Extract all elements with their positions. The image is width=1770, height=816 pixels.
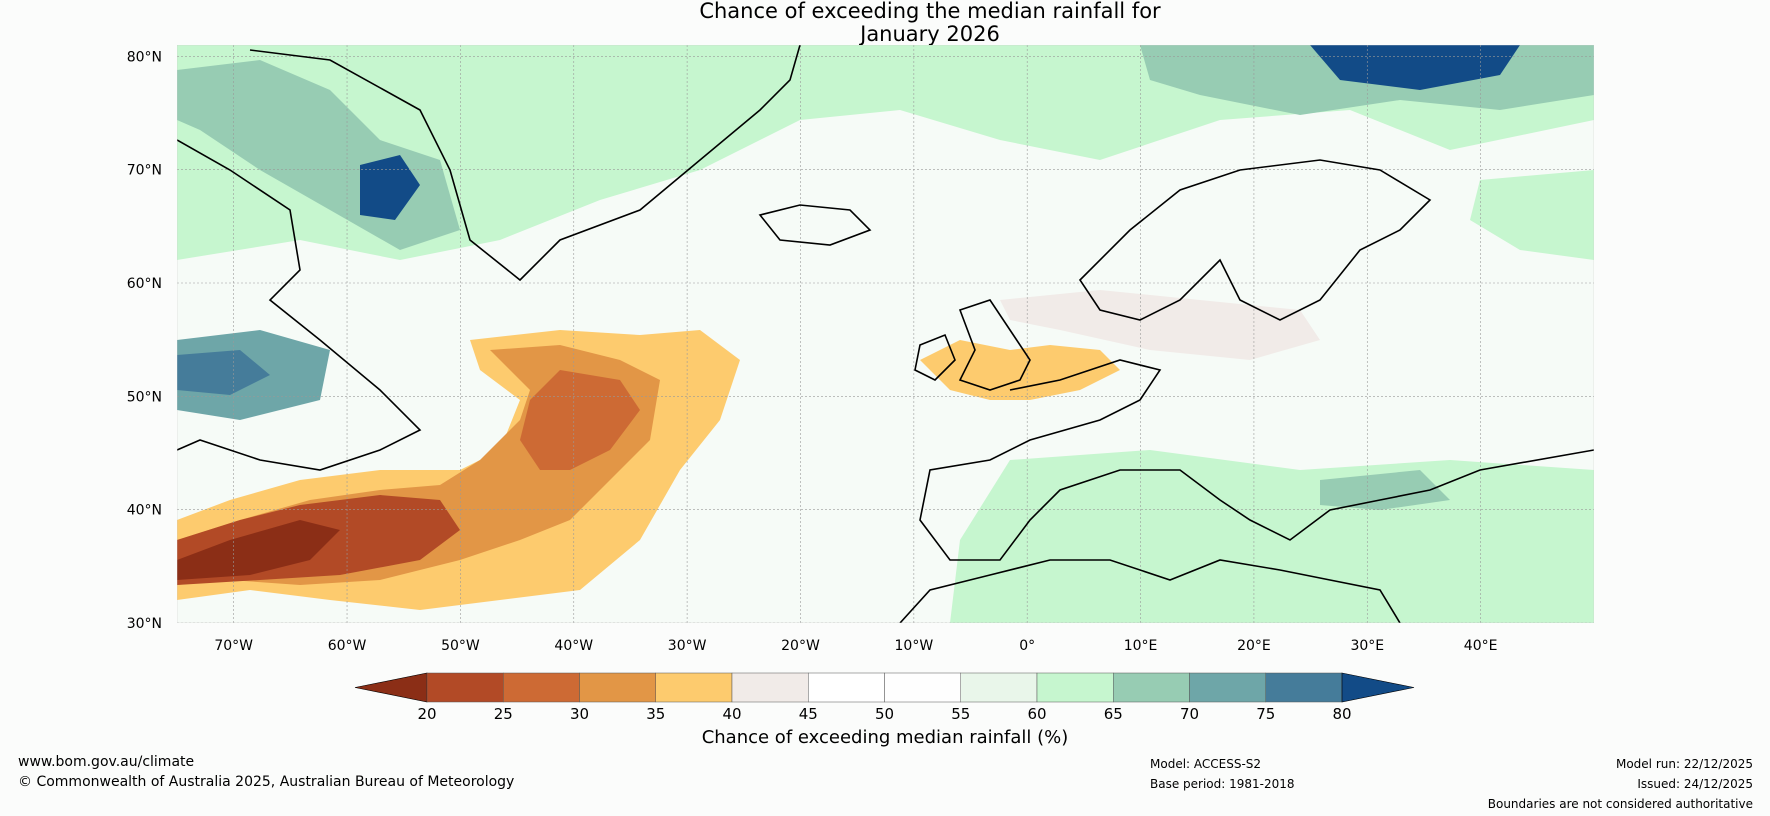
latitude-label: 80°N — [127, 49, 162, 65]
colorbar-segment — [426, 672, 504, 703]
colorbar-extend-low — [354, 672, 428, 703]
colorbar-segment — [808, 672, 885, 703]
rainfall-extreme-baffin — [360, 155, 420, 220]
colorbar-label: Chance of exceeding median rainfall (%) — [701, 727, 1069, 748]
rainfall-high-europe-east — [1470, 170, 1594, 260]
colorbar-tick-label: 55 — [951, 705, 970, 723]
colorbar-segment — [1036, 672, 1114, 703]
longitude-label: 40°E — [1464, 638, 1498, 654]
latitude-label: 50°N — [127, 389, 162, 405]
colorbar-segment — [884, 672, 961, 703]
colorbar-segment — [655, 672, 733, 703]
graticule — [177, 45, 1594, 623]
colorbar-tick-label: 70 — [1180, 705, 1199, 723]
footer-issued: Issued: 24/12/2025 — [1637, 777, 1753, 791]
footer-model: Model: ACCESS-S2 — [1150, 757, 1262, 771]
uk-coast — [958, 299, 1031, 391]
chart-title: Chance of exceeding the median rainfall … — [0, 0, 1770, 46]
longitude-labels: 70°W 60°W 50°W 40°W 30°W 20°W 10°W 0° 10°E 20°E 30… — [214, 638, 1497, 654]
ireland-coast — [914, 333, 956, 381]
colorbar-segment — [1265, 672, 1343, 703]
colorbar-segment — [960, 672, 1038, 703]
rainfall-low-uk-north-sea — [920, 340, 1120, 400]
scandinavia-coast — [1078, 159, 1432, 321]
footer-base-period: Base period: 1981-2018 — [1150, 777, 1295, 791]
colorbar-ticks: 20 25 30 35 40 45 50 55 60 65 70 75 80 — [417, 705, 1351, 723]
colorbar-tick-label: 25 — [494, 705, 513, 723]
footer-website: www.bom.gov.au/climate — [18, 754, 195, 770]
colorbar-tick-label: 50 — [875, 705, 894, 723]
longitude-label: 0° — [1019, 638, 1035, 654]
colorbar-tick-label: 20 — [417, 705, 436, 723]
footer-disclaimer: Boundaries are not considered authoritat… — [1487, 797, 1753, 811]
footer-model-run: Model run: 22/12/2025 — [1615, 757, 1753, 771]
latitude-label: 70°N — [127, 163, 162, 179]
latitude-labels: 80°N 70°N 60°N 50°N 40°N 30°N — [127, 49, 162, 632]
longitude-label: 30°W — [668, 638, 707, 654]
longitude-label: 30°E — [1350, 638, 1384, 654]
colorbar-tick-label: 80 — [1332, 705, 1351, 723]
longitude-label: 70°W — [214, 638, 253, 654]
rainfall-high-mediterranean-core — [1320, 470, 1450, 510]
longitude-label: 60°W — [328, 638, 367, 654]
colorbar-segment — [503, 672, 580, 703]
africa-coast — [899, 559, 1401, 623]
greenland-coast — [249, 45, 801, 282]
latitude-label: 40°N — [127, 503, 162, 519]
longitude-label: 20°E — [1237, 638, 1271, 654]
colorbar-tick-label: 75 — [1256, 705, 1275, 723]
longitude-label: 20°W — [781, 638, 820, 654]
rainfall-extreme-low-atlantic-west — [177, 520, 340, 580]
colorbar-tick-label: 30 — [570, 705, 589, 723]
rainfall-neutral-europe — [1000, 290, 1320, 360]
colorbar-tick-label: 65 — [1104, 705, 1123, 723]
colorbar-segment — [1189, 672, 1266, 703]
longitude-label: 50°W — [441, 638, 480, 654]
rainfall-high-labrador-core — [177, 350, 270, 395]
rainfall-high-mediterranean — [950, 450, 1594, 623]
colorbar-segment — [579, 672, 656, 703]
rainfall-low-atlantic-inner — [520, 370, 640, 470]
chart-title-line1: Chance of exceeding the median rainfall … — [699, 0, 1161, 23]
chart-title-line2: January 2026 — [860, 22, 1000, 46]
coastlines — [177, 45, 1594, 623]
latitude-label: 60°N — [127, 276, 162, 292]
longitude-label: 10°W — [895, 638, 934, 654]
latitude-label: 30°N — [127, 616, 162, 632]
iceland-coast — [758, 204, 872, 246]
colorbar-tick-label: 60 — [1027, 705, 1046, 723]
canada-coast — [177, 139, 422, 471]
longitude-label: 10°E — [1124, 638, 1158, 654]
colorbar — [354, 672, 1415, 703]
footer-copyright: © Commonwealth of Australia 2025, Austra… — [18, 774, 515, 790]
colorbar-extend-high — [1341, 672, 1415, 703]
colorbar-segment — [1113, 672, 1190, 703]
map-area — [177, 45, 1594, 623]
europe-coast — [919, 359, 1594, 561]
longitude-label: 40°W — [554, 638, 593, 654]
colorbar-segment — [731, 672, 809, 703]
colorbar-tick-label: 40 — [722, 705, 741, 723]
colorbar-tick-label: 35 — [646, 705, 665, 723]
colorbar-tick-label: 45 — [799, 705, 818, 723]
